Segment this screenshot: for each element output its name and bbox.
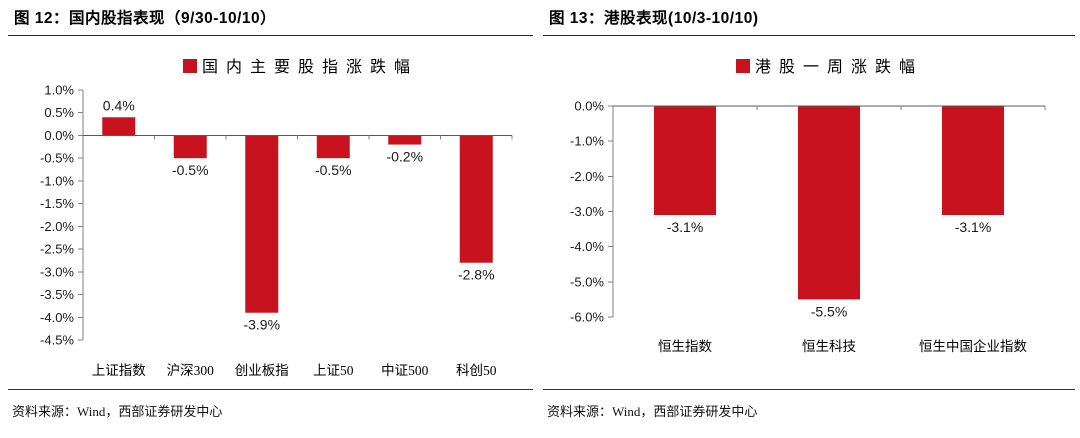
bar-value-label: -3.1%	[955, 219, 992, 235]
y-axis-tick-label: -2.0%	[570, 169, 604, 184]
category-label: 创业板指	[235, 363, 289, 378]
figure-12-source-note: 资料来源：Wind，西部证券研发中心	[8, 389, 533, 420]
bar-0	[654, 106, 716, 216]
bar-value-label: -3.9%	[243, 317, 280, 333]
y-axis-tick-label: -1.0%	[570, 134, 604, 149]
figure-13-title: 图 13：港股表现(10/3-10/10)	[543, 0, 1075, 36]
bar-value-label: 0.4%	[103, 97, 135, 113]
y-axis-tick-label: -0.5%	[40, 151, 74, 166]
category-label: 恒生指数	[658, 339, 712, 354]
y-axis-tick-label: -4.0%	[570, 239, 604, 254]
category-label: 恒生科技	[802, 339, 856, 354]
bar-5	[459, 135, 493, 263]
bar-value-label: -5.5%	[811, 303, 848, 319]
figure-12-title: 图 12：国内股指表现（9/30-10/10）	[8, 0, 533, 36]
y-axis-tick-label: -1.5%	[40, 196, 74, 211]
y-axis-tick-label: -2.5%	[40, 242, 74, 257]
legend-label: 港股一周涨跌幅	[755, 58, 923, 76]
panel-hk-indices: 图 13：港股表现(10/3-10/10) 港股一周涨跌幅 0.0% -1.0% -2…	[540, 0, 1080, 438]
bar-2	[942, 106, 1004, 216]
figure-13-source-note: 资料来源：Wind，西部证券研发中心	[543, 389, 1075, 420]
y-axis-tick-label: 0.5%	[44, 105, 74, 120]
legend-swatch	[736, 59, 750, 73]
y-axis-tick-label: -4.0%	[40, 310, 74, 325]
bar-0	[102, 117, 136, 136]
bar-value-label: -3.1%	[667, 219, 704, 235]
y-axis-tick-label: 0.0%	[44, 128, 74, 143]
bar-value-label: -0.5%	[172, 162, 209, 178]
bar-1	[173, 135, 207, 159]
y-axis-tick-label: -1.0%	[40, 173, 74, 188]
panel-domestic-indices: 图 12：国内股指表现（9/30-10/10） 国内主要股指涨跌幅 1.0% 0.5…	[8, 0, 533, 420]
bar-value-label: -0.2%	[386, 149, 423, 165]
category-label: 沪深300	[167, 363, 214, 378]
legend-label: 国内主要股指涨跌幅	[202, 58, 418, 76]
bar-value-label: -2.8%	[458, 267, 495, 283]
y-axis-tick-label: -5.0%	[570, 274, 604, 289]
domestic-index-bar-chart: 国内主要股指涨跌幅 1.0% 0.5% 0.0% -0.5% -1.0% -1.5% -2.0…	[40, 58, 513, 378]
y-axis-tick-label: -2.0%	[40, 219, 74, 234]
legend-swatch	[183, 59, 197, 73]
y-axis-tick-label: -4.5%	[40, 333, 74, 348]
category-label: 中证500	[381, 363, 428, 378]
y-axis-tick-label: -3.5%	[40, 287, 74, 302]
category-label: 恒生中国企业指数	[919, 338, 1027, 354]
bar-3	[316, 135, 350, 159]
category-label: 上证50	[313, 363, 354, 378]
y-axis-tick-label: -3.0%	[40, 264, 74, 279]
y-axis-tick-label: 1.0%	[44, 83, 74, 98]
y-axis-tick-label: -6.0%	[570, 310, 604, 325]
y-axis-tick-label: -3.0%	[570, 204, 604, 219]
bar-1	[798, 106, 860, 300]
bar-4	[388, 135, 422, 145]
y-axis-tick-label: 0.0%	[574, 99, 604, 114]
category-label: 上证指数	[92, 363, 146, 378]
bar-2	[245, 135, 279, 313]
category-label: 科创50	[456, 363, 497, 378]
bar-value-label: -0.5%	[315, 162, 352, 178]
hk-index-bar-chart: 港股一周涨跌幅 0.0% -1.0% -2.0% -3.0% -4.0% -5.0% -6.0…	[570, 58, 1046, 354]
